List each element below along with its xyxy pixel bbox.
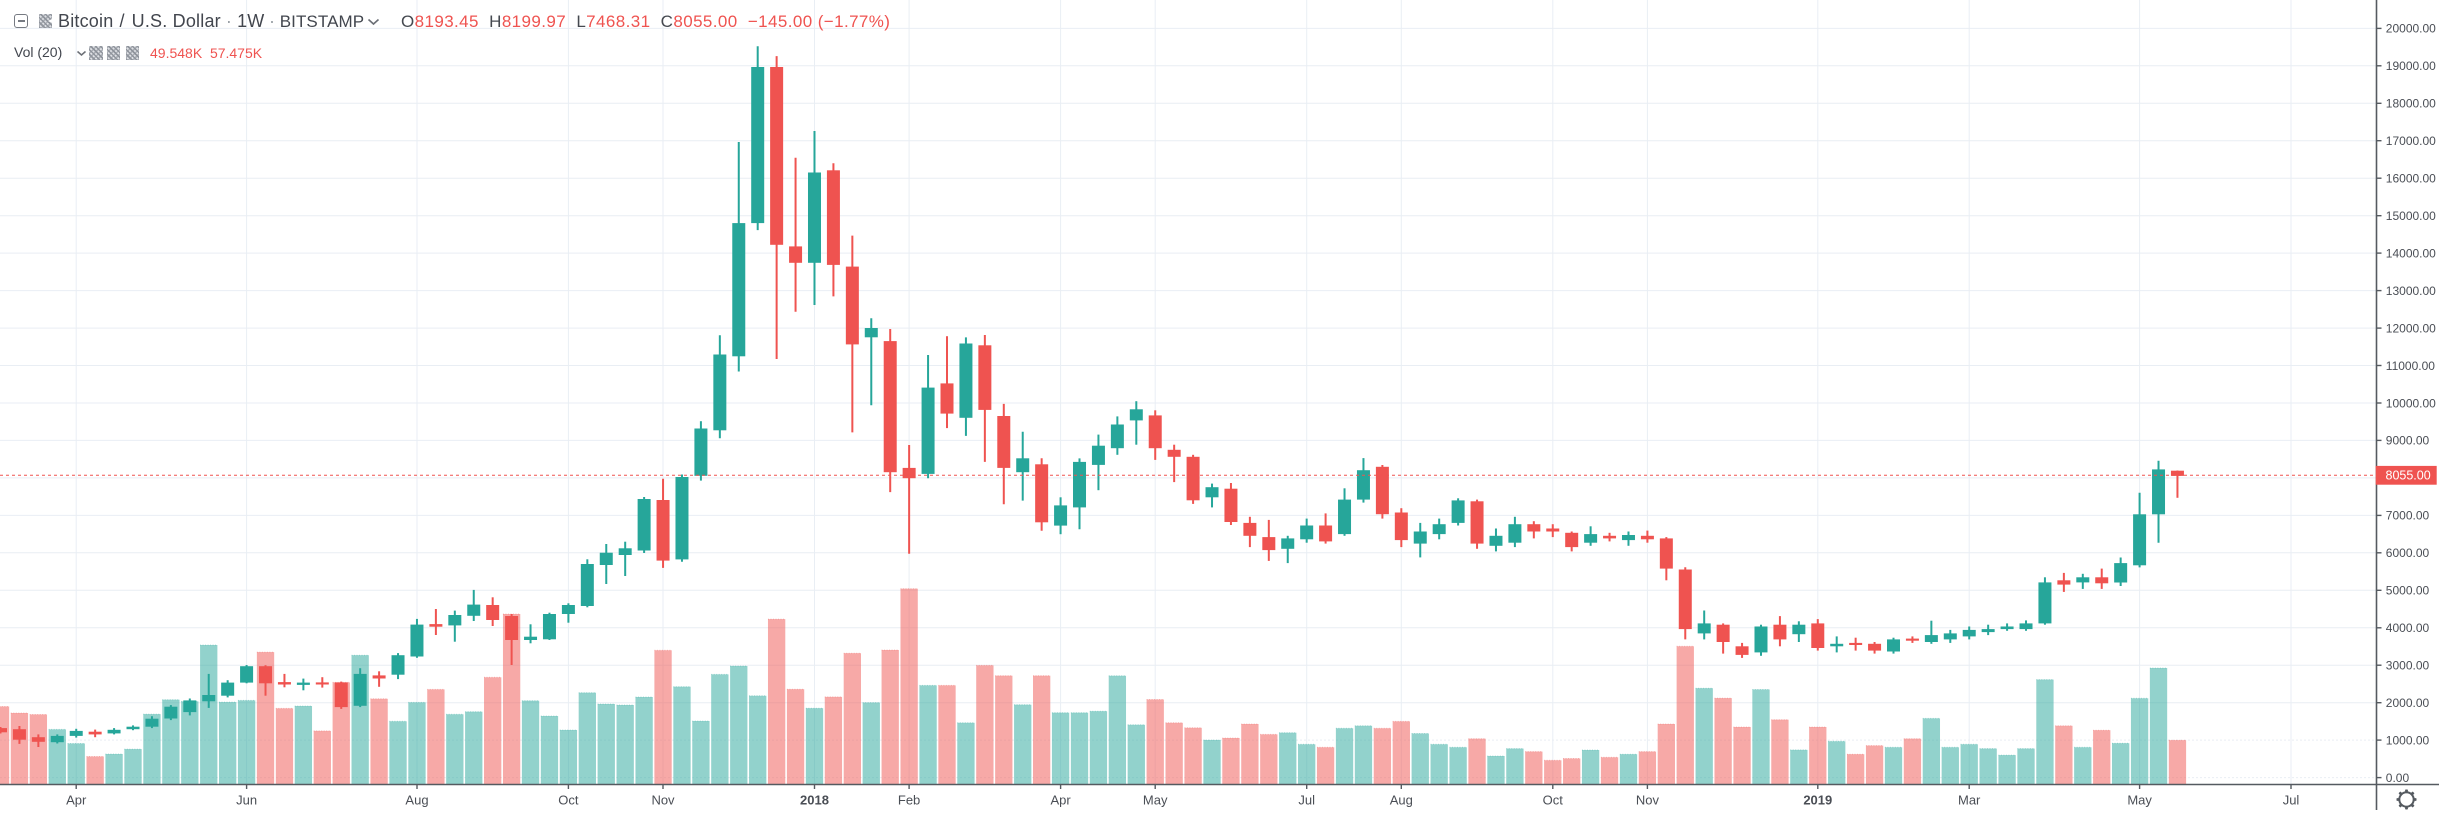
svg-text:1000.00: 1000.00: [2386, 733, 2430, 747]
svg-text:8055.00: 8055.00: [2386, 469, 2431, 483]
svg-text:Oct: Oct: [558, 793, 579, 808]
svg-text:Nov: Nov: [1636, 793, 1660, 808]
svg-text:13000.00: 13000.00: [2386, 284, 2436, 298]
svg-text:May: May: [1143, 793, 1168, 808]
svg-text:0.00: 0.00: [2386, 771, 2410, 785]
svg-text:2019: 2019: [1803, 793, 1832, 808]
svg-text:May: May: [2127, 793, 2152, 808]
svg-text:14000.00: 14000.00: [2386, 246, 2436, 260]
svg-text:16000.00: 16000.00: [2386, 172, 2436, 186]
svg-text:Apr: Apr: [66, 793, 87, 808]
svg-text:Oct: Oct: [1543, 793, 1564, 808]
svg-text:Jun: Jun: [236, 793, 257, 808]
svg-text:2018: 2018: [800, 793, 829, 808]
svg-text:15000.00: 15000.00: [2386, 209, 2436, 223]
svg-text:7000.00: 7000.00: [2386, 509, 2430, 523]
svg-text:Aug: Aug: [405, 793, 428, 808]
svg-text:Mar: Mar: [1958, 793, 1981, 808]
svg-text:Jul: Jul: [1298, 793, 1315, 808]
svg-text:17000.00: 17000.00: [2386, 134, 2436, 148]
svg-text:11000.00: 11000.00: [2386, 359, 2435, 373]
svg-text:10000.00: 10000.00: [2386, 396, 2436, 410]
svg-text:20000.00: 20000.00: [2386, 22, 2436, 36]
svg-text:18000.00: 18000.00: [2386, 97, 2436, 111]
svg-text:5000.00: 5000.00: [2386, 584, 2430, 598]
svg-text:9000.00: 9000.00: [2386, 434, 2430, 448]
svg-text:Nov: Nov: [651, 793, 675, 808]
svg-text:3000.00: 3000.00: [2386, 659, 2430, 673]
svg-text:Jul: Jul: [2283, 793, 2300, 808]
svg-text:4000.00: 4000.00: [2386, 621, 2430, 635]
svg-text:Apr: Apr: [1050, 793, 1071, 808]
svg-text:19000.00: 19000.00: [2386, 59, 2436, 73]
svg-text:Aug: Aug: [1390, 793, 1413, 808]
svg-text:Feb: Feb: [898, 793, 920, 808]
svg-text:2000.00: 2000.00: [2386, 696, 2430, 710]
svg-text:12000.00: 12000.00: [2386, 321, 2436, 335]
svg-text:6000.00: 6000.00: [2386, 546, 2430, 560]
